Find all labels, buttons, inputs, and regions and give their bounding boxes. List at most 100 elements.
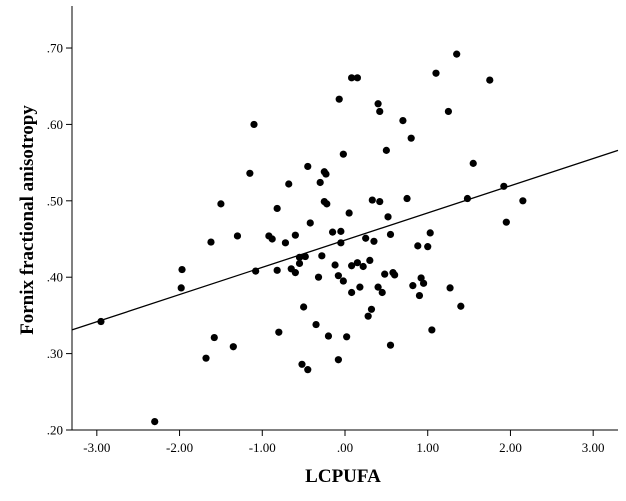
x-tick-label: 3.00 [582, 440, 605, 455]
data-point [519, 197, 527, 205]
y-tick-label: .20 [47, 423, 63, 438]
data-point [384, 213, 392, 221]
data-point [419, 279, 428, 287]
data-point [463, 194, 472, 203]
data-point [300, 303, 308, 311]
data-point [368, 196, 376, 204]
data-point [424, 243, 432, 251]
data-point [376, 107, 384, 116]
data-point [453, 50, 461, 58]
data-point [444, 107, 453, 116]
data-point [217, 200, 225, 208]
data-point [304, 162, 312, 171]
y-axis-ticks: .20 .30 .40 .50 .60 .70 [47, 41, 72, 438]
data-point [337, 239, 345, 247]
data-point [314, 273, 323, 281]
data-point [348, 288, 356, 297]
data-point [362, 234, 370, 242]
data-point [391, 271, 399, 279]
data-point [178, 265, 186, 274]
data-point [229, 343, 237, 351]
data-point [502, 218, 510, 226]
regression-line [71, 149, 619, 331]
data-point [323, 200, 331, 208]
data-point [370, 237, 378, 245]
data-point [376, 197, 384, 206]
x-axis-ticks: -3.00 -2.00 -1.00 .00 1.00 2.00 3.00 [83, 430, 605, 455]
data-point [353, 74, 362, 82]
data-point [328, 228, 337, 236]
data-point [343, 333, 351, 341]
data-point [414, 242, 422, 250]
x-tick-label: 1.00 [416, 440, 439, 455]
data-point [432, 69, 440, 77]
y-tick-label: .50 [47, 193, 63, 208]
x-tick-label: -2.00 [166, 440, 193, 455]
data-point [151, 417, 159, 426]
data-point [318, 252, 326, 260]
x-tick-label: -1.00 [249, 440, 276, 455]
data-point [339, 150, 347, 158]
data-point [381, 270, 389, 278]
data-point [268, 235, 276, 243]
data-point [386, 230, 395, 239]
data-point [233, 232, 242, 240]
data-point [246, 169, 254, 177]
data-point [250, 120, 258, 129]
data-point [337, 227, 345, 235]
data-point [252, 267, 260, 275]
data-point [486, 76, 494, 84]
data-point [335, 95, 343, 103]
data-point [306, 219, 314, 227]
data-point [367, 305, 376, 313]
data-point [378, 288, 386, 297]
y-tick-label: .30 [47, 346, 63, 361]
data-point [457, 302, 465, 310]
data-point [312, 320, 320, 329]
data-point [285, 180, 293, 188]
data-point [348, 74, 356, 82]
data-point [298, 360, 306, 368]
data-point [334, 356, 342, 364]
y-tick-label: .60 [47, 117, 63, 132]
data-point [275, 328, 283, 336]
data-point [316, 178, 324, 187]
data-point [273, 204, 281, 213]
data-point [281, 239, 290, 247]
data-point [345, 209, 353, 217]
data-point [324, 332, 333, 340]
y-axis-title: Fornix fractional anisotropy [17, 105, 38, 335]
data-point [500, 182, 508, 190]
data-point [353, 259, 362, 267]
data-point [415, 291, 424, 300]
data-point [295, 259, 304, 268]
data-point [210, 333, 218, 342]
data-point [399, 116, 407, 125]
data-point [304, 366, 312, 374]
data-point [202, 354, 210, 362]
data-point [417, 274, 425, 282]
data-point [469, 159, 477, 167]
data-point [374, 100, 382, 108]
data-point [348, 262, 356, 270]
data-point [409, 282, 417, 290]
data-point [407, 134, 415, 142]
data-point [334, 272, 342, 280]
data-point [374, 283, 382, 291]
data-point [291, 269, 299, 277]
x-axis-title: LCPUFA [305, 466, 381, 487]
data-point [291, 231, 299, 239]
data-point [356, 283, 364, 291]
x-tick-label: 2.00 [499, 440, 522, 455]
data-point [386, 341, 395, 349]
data-point [403, 194, 411, 203]
data-point [177, 284, 185, 292]
points-layer [97, 50, 527, 426]
data-point [366, 256, 374, 264]
data-point [446, 284, 454, 292]
x-tick-label: .00 [337, 440, 353, 455]
data-point [301, 252, 309, 261]
data-point [97, 317, 105, 326]
data-point [428, 326, 436, 334]
